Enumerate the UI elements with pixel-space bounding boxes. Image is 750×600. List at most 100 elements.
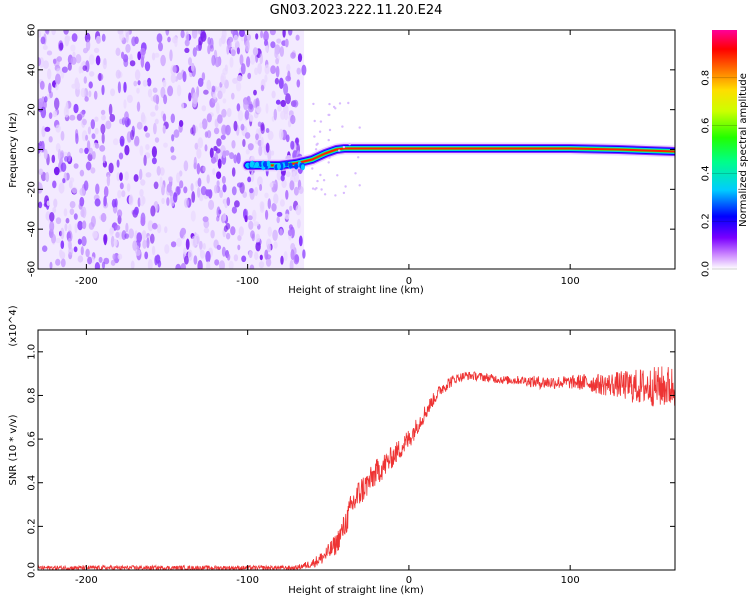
signal-blob	[300, 164, 305, 171]
noise-speck	[65, 217, 70, 224]
noise-speck	[294, 254, 299, 263]
noise-speck	[137, 80, 141, 86]
noise-speck	[208, 199, 215, 210]
noise-speck	[222, 213, 227, 222]
signal-speck	[312, 102, 315, 106]
noise-speck	[112, 253, 116, 260]
snr-background	[38, 330, 675, 570]
signal-speck	[314, 148, 318, 151]
noise-speck	[48, 82, 52, 94]
noise-speck	[64, 35, 70, 47]
noise-speck	[176, 237, 182, 247]
noise-speck	[70, 44, 76, 52]
snr-ytick-label: 0.0	[27, 562, 38, 578]
noise-speck	[242, 191, 247, 198]
noise-speck	[178, 120, 184, 127]
spectrogram-xtick-label: -200	[75, 276, 98, 287]
noise-speck	[130, 260, 135, 269]
noise-speck	[103, 257, 110, 265]
noise-speck	[94, 143, 100, 149]
noise-speck	[109, 227, 115, 235]
noise-speck	[298, 235, 303, 247]
noise-speck	[94, 116, 99, 122]
signal-speck	[327, 138, 330, 142]
noise-speck	[253, 221, 260, 227]
signal-blob	[288, 162, 293, 169]
noise-speck	[254, 67, 259, 76]
noise-speck	[49, 212, 55, 222]
noise-speck	[113, 239, 118, 247]
noise-speck	[92, 230, 98, 239]
noise-speck	[230, 30, 236, 35]
noise-speck	[40, 36, 46, 45]
noise-speck	[144, 251, 149, 260]
noise-speck	[44, 126, 51, 132]
noise-speck	[38, 30, 42, 38]
noise-speck	[191, 235, 198, 248]
noise-speck	[172, 65, 178, 73]
signal-speck	[328, 156, 331, 159]
noise-speck	[280, 110, 286, 120]
noise-speck	[188, 92, 192, 102]
noise-speck	[74, 223, 78, 234]
noise-speck	[115, 224, 121, 231]
noise-speck	[60, 258, 66, 268]
noise-speck	[284, 38, 289, 48]
noise-speck	[101, 261, 106, 269]
noise-speck	[288, 30, 293, 36]
spectrogram-xtick-label: 100	[561, 276, 580, 287]
noise-speck	[209, 147, 214, 159]
spectrogram-ytick-label: -20	[27, 181, 38, 197]
signal-blob	[284, 160, 289, 167]
noise-speck	[169, 49, 173, 62]
noise-speck	[71, 186, 78, 194]
noise-speck	[129, 60, 136, 67]
noise-speck	[249, 264, 255, 269]
noise-speck	[214, 184, 218, 194]
noise-speck	[134, 206, 139, 216]
noise-speck	[236, 152, 241, 165]
noise-speck	[289, 180, 295, 191]
noise-speck	[225, 124, 231, 136]
noise-speck	[250, 170, 255, 183]
noise-speck	[185, 238, 190, 250]
noise-speck	[176, 72, 183, 80]
noise-speck	[67, 62, 72, 71]
noise-speck	[232, 77, 238, 84]
noise-speck	[230, 49, 236, 57]
noise-speck	[134, 69, 141, 81]
noise-speck	[216, 180, 220, 187]
noise-speck	[83, 47, 88, 54]
noise-speck	[238, 226, 244, 237]
noise-speck	[164, 226, 168, 234]
noise-speck	[46, 200, 50, 206]
noise-speck	[94, 262, 100, 269]
noise-speck	[144, 61, 151, 72]
noise-speck	[274, 49, 278, 59]
noise-speck	[103, 195, 107, 207]
noise-speck	[302, 249, 306, 259]
snr-xtick-label: 0	[406, 575, 412, 586]
noise-speck	[126, 118, 131, 126]
noise-speck	[287, 229, 293, 237]
noise-speck	[125, 31, 129, 43]
noise-speck	[295, 137, 300, 144]
noise-speck	[180, 227, 187, 236]
noise-speck	[117, 189, 122, 199]
snr-ytick-label: 0.4	[27, 475, 38, 491]
noise-speck	[46, 50, 53, 56]
noise-speck	[289, 205, 293, 211]
colorbar-tick-label: 0.0	[701, 261, 712, 277]
noise-speck	[176, 84, 182, 97]
noise-speck	[55, 73, 61, 85]
noise-speck	[71, 33, 78, 42]
noise-speck	[119, 182, 124, 190]
noise-speck	[93, 47, 100, 54]
noise-speck	[213, 127, 220, 135]
noise-speck	[147, 88, 153, 98]
noise-speck	[121, 117, 126, 126]
noise-speck	[278, 77, 284, 90]
noise-speck	[173, 192, 178, 203]
noise-speck	[102, 58, 108, 70]
noise-speck	[205, 189, 212, 197]
